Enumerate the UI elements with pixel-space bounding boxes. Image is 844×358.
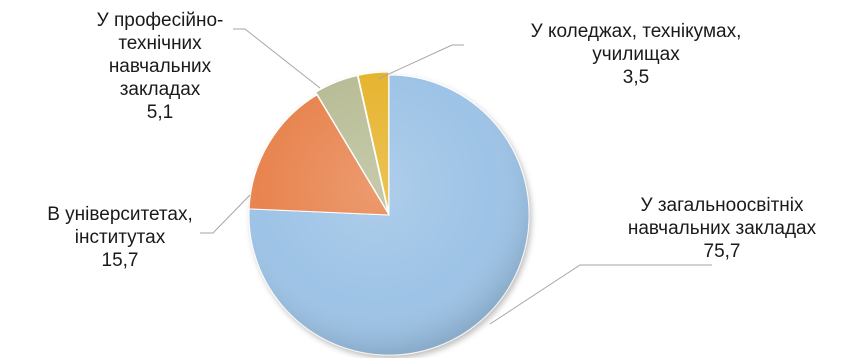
data-label-category: навчальних закладах — [628, 218, 817, 239]
data-label-value: 75,7 — [704, 241, 741, 262]
leader-line — [377, 44, 464, 80]
data-label-value: 15,7 — [102, 250, 139, 271]
data-label-category: училищах — [592, 44, 680, 65]
data-label-category: закладах — [120, 79, 201, 100]
data-label-value: 5,1 — [147, 102, 173, 123]
data-label-category: У загальноосвітніх — [640, 195, 804, 216]
data-label-value: 3,5 — [623, 67, 649, 88]
data-label-category: В університетах, — [47, 204, 193, 225]
leader-line — [489, 264, 712, 325]
leader-line — [200, 194, 251, 234]
data-label-category: технічних — [118, 33, 202, 54]
data-label-category: У коледжах, технікумах, — [531, 21, 742, 42]
data-label-category: інститутах — [75, 227, 166, 248]
data-label-category: навчальних — [109, 56, 212, 77]
leader-line — [233, 28, 321, 89]
data-label-category: У професійно- — [97, 10, 224, 31]
